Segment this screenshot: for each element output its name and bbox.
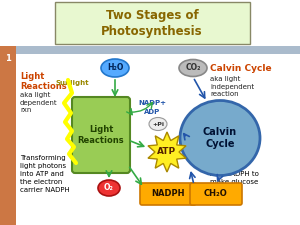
FancyBboxPatch shape bbox=[140, 183, 196, 205]
Text: Use
ATP/NADPH to
make glucose: Use ATP/NADPH to make glucose bbox=[210, 163, 259, 185]
Text: Light
Reactions: Light Reactions bbox=[20, 72, 67, 91]
Text: Light
Reactions: Light Reactions bbox=[78, 125, 124, 145]
Polygon shape bbox=[148, 132, 186, 172]
Text: Sunlight: Sunlight bbox=[55, 80, 88, 86]
Text: O₂: O₂ bbox=[104, 184, 114, 193]
Bar bbox=[0, 46, 16, 225]
Text: Two Stages of
Photosynthesis: Two Stages of Photosynthesis bbox=[101, 9, 203, 38]
Ellipse shape bbox=[179, 59, 207, 76]
Text: CO₂: CO₂ bbox=[185, 63, 201, 72]
Text: the electron: the electron bbox=[20, 179, 62, 185]
Text: NADP+: NADP+ bbox=[138, 100, 166, 106]
FancyBboxPatch shape bbox=[72, 97, 130, 173]
Text: aka light
dependent
rxn: aka light dependent rxn bbox=[20, 92, 58, 113]
Text: carrier NADPH: carrier NADPH bbox=[20, 187, 70, 193]
Text: light photons: light photons bbox=[20, 163, 66, 169]
Text: Calvin Cycle: Calvin Cycle bbox=[210, 64, 272, 73]
Text: ATP: ATP bbox=[158, 148, 177, 157]
Text: ADP: ADP bbox=[144, 109, 160, 115]
Text: into ATP and: into ATP and bbox=[20, 171, 64, 177]
FancyBboxPatch shape bbox=[55, 2, 250, 44]
Text: aka light
independent
reaction: aka light independent reaction bbox=[210, 76, 254, 97]
Ellipse shape bbox=[149, 117, 167, 130]
Text: +Pi: +Pi bbox=[152, 122, 164, 126]
FancyBboxPatch shape bbox=[190, 183, 242, 205]
Text: H₂O: H₂O bbox=[107, 63, 123, 72]
Ellipse shape bbox=[101, 59, 129, 77]
Text: NADPH: NADPH bbox=[151, 189, 185, 198]
Text: Calvin
Cycle: Calvin Cycle bbox=[203, 127, 237, 149]
Text: CH₂O: CH₂O bbox=[204, 189, 228, 198]
Ellipse shape bbox=[180, 101, 260, 176]
Ellipse shape bbox=[98, 180, 120, 196]
Bar bbox=[0, 46, 300, 54]
Text: 1: 1 bbox=[5, 54, 11, 63]
Text: Transforming: Transforming bbox=[20, 155, 66, 161]
